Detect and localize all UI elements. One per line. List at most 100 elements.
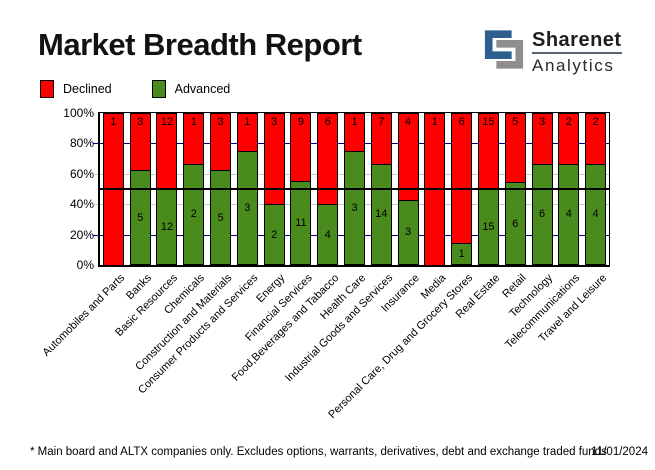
legend-item: Declined [40,80,112,98]
y-axis-tick [93,143,98,145]
declined-count: 1 [244,116,251,128]
declined-count: 3 [137,116,144,128]
advanced-segment: 3 [344,151,365,265]
declined-count: 15 [482,116,495,128]
declined-segment: 7 [370,113,392,164]
declined-segment: 2 [585,113,607,164]
advanced-segment: 12 [156,189,178,265]
advanced-count: 5 [217,211,224,224]
declined-segment: 1 [183,113,205,164]
y-axis-label: 20% [69,227,94,242]
declined-count: 7 [378,116,385,128]
advanced-segment: 1 [451,243,473,265]
gridline [100,188,609,190]
advanced-count: 14 [375,208,388,221]
logo-brand-name: Sharenet [532,29,622,51]
declined-segment: 15 [477,113,499,189]
footnote: * Main board and ALTX companies only. Ex… [30,446,607,458]
y-axis-label: 0% [76,258,94,272]
advanced-count: 1 [458,248,465,261]
declined-segment: 6 [317,113,339,205]
advanced-count: 15 [482,221,495,233]
plot-area: 1 3 5 12 12 1 2 3 5 1 3 3 2 9 11 6 4 1 3 7 14 4 3 1 6 1 15 15 5 6 3 6 2 4… [98,112,610,267]
declined-count: 3 [271,116,278,128]
y-axis-label: 80% [69,136,94,151]
logo-text: Sharenet Analytics [532,28,622,75]
bar: 15 15 [477,113,499,265]
logo-blue-bracket [484,30,512,60]
advanced-segment: 3 [397,199,419,265]
legend-swatch [40,80,54,98]
legend-label: Declined [63,82,112,96]
declined-segment: 12 [156,113,178,189]
advanced-count: 6 [538,208,546,221]
declined-segment: 6 [451,113,473,244]
y-axis-tick [93,204,98,206]
legend-label: Advanced [174,82,231,96]
advanced-segment: 6 [531,163,553,265]
declined-segment: 4 [397,113,419,200]
sharenet-s-icon [484,30,524,69]
declined-count: 5 [512,116,519,128]
declined-count: 2 [592,116,599,128]
advanced-segment: 2 [183,163,205,265]
declined-segment: 1 [236,113,258,151]
advanced-segment: 4 [585,163,607,265]
declined-segment: 3 [129,113,151,170]
y-axis-tick [93,173,98,175]
advanced-count: 3 [351,202,358,214]
advanced-count: 3 [244,202,251,214]
declined-count: 6 [458,116,465,128]
y-axis-label: 60% [69,166,94,181]
declined-segment: 3 [531,113,553,164]
advanced-segment: 11 [290,181,312,265]
legend-item: Advanced [151,80,231,98]
advanced-count: 3 [405,226,412,239]
advanced-segment: 3 [236,151,258,265]
declined-count: 1 [190,116,197,128]
declined-count: 2 [565,116,572,128]
advanced-segment: 14 [370,163,392,265]
declined-segment: 3 [210,113,232,170]
declined-count: 12 [160,116,174,128]
declined-count: 4 [405,116,412,128]
advanced-count: 5 [137,211,144,224]
advanced-segment: 5 [210,170,232,265]
legend-swatch [151,80,166,98]
declined-segment: 2 [558,113,580,164]
y-axis-tick [93,234,98,236]
advanced-segment: 4 [317,204,339,265]
advanced-segment: 4 [558,163,580,265]
declined-segment: 5 [504,113,526,183]
advanced-count: 12 [160,221,174,233]
logo-divider [532,52,622,54]
declined-count: 3 [538,116,546,128]
bar: 9 11 [290,113,312,265]
chart-legend: Declined Advanced [40,80,230,98]
advanced-count: 2 [271,228,278,241]
advanced-count: 11 [295,217,307,230]
advanced-segment: 2 [263,204,285,265]
page-title: Market Breadth Report [38,27,362,62]
declined-count: 9 [297,116,304,128]
advanced-segment: 15 [477,189,499,265]
logo-gray-bracket [496,39,524,69]
declined-count: 1 [351,116,358,128]
declined-count: 3 [217,116,224,128]
declined-segment: 1 [344,113,365,151]
advanced-count: 2 [190,208,197,221]
y-axis-label: 100% [63,106,94,120]
y-axis-label: 40% [69,197,94,212]
advanced-segment: 6 [504,182,526,265]
advanced-count: 4 [324,228,331,241]
advanced-segment: 5 [129,170,151,265]
report-date: 11/01/2024 [591,446,648,458]
logo-brand-sub: Analytics [532,56,615,75]
